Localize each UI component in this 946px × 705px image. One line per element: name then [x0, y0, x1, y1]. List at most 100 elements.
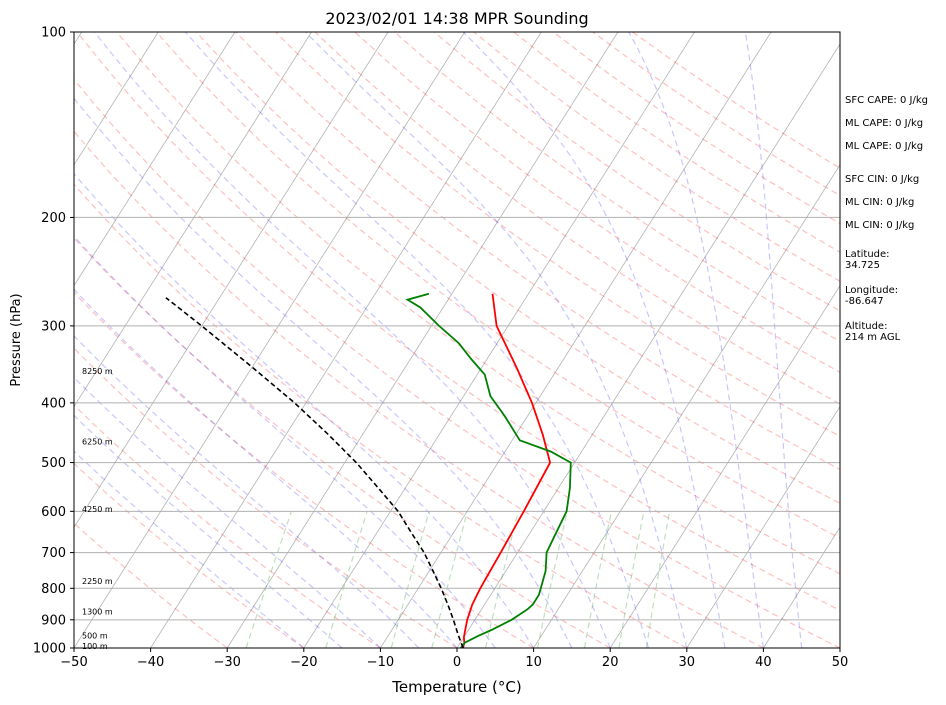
y-tick-label: 200 [41, 211, 66, 226]
y-tick-label: 700 [41, 546, 66, 561]
x-tick-label: −40 [137, 655, 164, 670]
isotherm-line [74, 32, 236, 287]
dry-adiabat-line [275, 32, 840, 438]
dry-adiabat-line [74, 522, 228, 648]
height-label: 500 m [82, 632, 108, 641]
chart-title: 2023/02/01 14:38 MPR Sounding [325, 9, 588, 28]
height-label: 1300 m [82, 607, 113, 616]
dry-adiabat-line [76, 32, 840, 612]
dry-adiabat-line [74, 78, 840, 648]
isotherm-line [74, 32, 312, 408]
latitude-label: Latitude: [845, 249, 890, 260]
height-label: 100 m [82, 642, 108, 651]
isotherm-line [226, 32, 619, 648]
altitude-value: 214 m AGL [845, 332, 901, 343]
longitude-value: -86.647 [845, 296, 884, 307]
y-axis-label: Pressure (hPa) [9, 293, 24, 386]
x-tick-label: 0 [453, 655, 461, 670]
x-tick-label: −20 [290, 655, 317, 670]
dry-adiabat-line [354, 32, 840, 373]
x-tick-label: −30 [213, 655, 240, 670]
dry-adiabat-line [235, 32, 840, 471]
dry-adiabat-line [116, 32, 840, 575]
dry-adiabat-line [195, 32, 840, 505]
moist-adiabat-line [744, 32, 803, 648]
altitude-label: Altitude: [845, 321, 888, 332]
moist-adiabat-line [74, 335, 420, 648]
ml-cape: ML CAPE: 0 J/kg [845, 118, 924, 129]
height-label: 4250 m [82, 505, 113, 514]
moist-adiabat-line [74, 97, 573, 648]
y-tick-label: 400 [41, 396, 66, 411]
dry-adiabat-line [74, 462, 305, 648]
y-tick-label: 1000 [33, 642, 66, 657]
x-tick-label: 30 [679, 655, 696, 670]
series-lines [165, 292, 572, 648]
isotherm-line [150, 32, 542, 648]
dry-adiabat-line [394, 32, 840, 342]
isotherm-line [456, 43, 840, 648]
latitude-value: 34.725 [845, 260, 880, 271]
moist-adiabat-line [94, 32, 611, 648]
dry-adiabat-line [433, 32, 840, 312]
dry-adiabat-line [74, 183, 688, 648]
isotherm-line [380, 32, 772, 648]
moist-adiabat-line [74, 288, 458, 648]
ml-cin-2: ML CIN: 0 J/kg [845, 220, 915, 231]
background-lines [0, 32, 840, 648]
y-tick-label: 500 [41, 456, 66, 471]
height-label: 6250 m [82, 437, 113, 446]
y-tick-label: 800 [41, 582, 66, 597]
x-axis: −50 −40 −30 −20 −10 0 10 20 30 40 50 [60, 648, 848, 670]
isotherm-line [74, 32, 159, 166]
y-tick-label: 300 [41, 319, 66, 334]
sfc-cape: SFC CAPE: 0 J/kg [845, 95, 928, 106]
isotherm-line [74, 32, 389, 528]
ml-cape-2: ML CAPE: 0 J/kg [845, 141, 924, 152]
temperature-line [462, 293, 552, 648]
y-tick-label: 900 [41, 613, 66, 628]
mixing-ratio-line [645, 511, 671, 648]
isotherm-line [609, 284, 840, 648]
y-tick-label: 100 [41, 26, 66, 41]
height-label: 8250 m [82, 367, 113, 376]
dry-adiabat-line [74, 347, 458, 648]
longitude-label: Longitude: [845, 285, 899, 296]
moist-adiabat-line [628, 32, 764, 648]
dry-adiabat-line [156, 32, 840, 539]
y-axis: 100 200 300 400 500 600 700 800 900 1000 [33, 26, 74, 657]
mixing-ratio-line [618, 511, 645, 648]
moist-adiabat-line [74, 172, 535, 648]
moist-adiabat-line [74, 235, 496, 648]
isotherm-line [533, 164, 840, 648]
moist-adiabat-line [184, 32, 650, 648]
isotherm-line [303, 32, 695, 648]
dewpoint-line [405, 292, 572, 648]
isotherm-line [74, 32, 466, 648]
mixing-ratio-line [245, 511, 292, 648]
x-tick-label: −10 [367, 655, 394, 670]
moist-adiabat-line [462, 32, 726, 648]
isotherm-line [763, 526, 840, 648]
sfc-cin: SFC CIN: 0 J/kg [845, 174, 920, 185]
ml-cin: ML CIN: 0 J/kg [845, 197, 915, 208]
x-tick-label: −50 [60, 655, 87, 670]
mixing-ratio-line [536, 511, 568, 648]
moist-adiabat-line [305, 32, 688, 648]
y-tick-label: 600 [41, 505, 66, 520]
x-axis-label: Temperature (°C) [391, 678, 521, 696]
x-tick-label: 20 [602, 655, 619, 670]
mixing-ratio-line [325, 511, 368, 648]
dry-adiabat-line [74, 237, 611, 648]
x-tick-label: 10 [525, 655, 542, 670]
info-panel: SFC CAPE: 0 J/kg ML CAPE: 0 J/kg ML CAPE… [845, 95, 928, 343]
x-tick-label: 50 [832, 655, 849, 670]
isotherm-line [686, 405, 840, 648]
height-label: 2250 m [82, 577, 113, 586]
isotherm-line [0, 32, 5, 648]
parcel-path-line [165, 297, 464, 648]
dry-adiabat-line [74, 291, 534, 648]
moist-adiabat-line [74, 376, 381, 648]
